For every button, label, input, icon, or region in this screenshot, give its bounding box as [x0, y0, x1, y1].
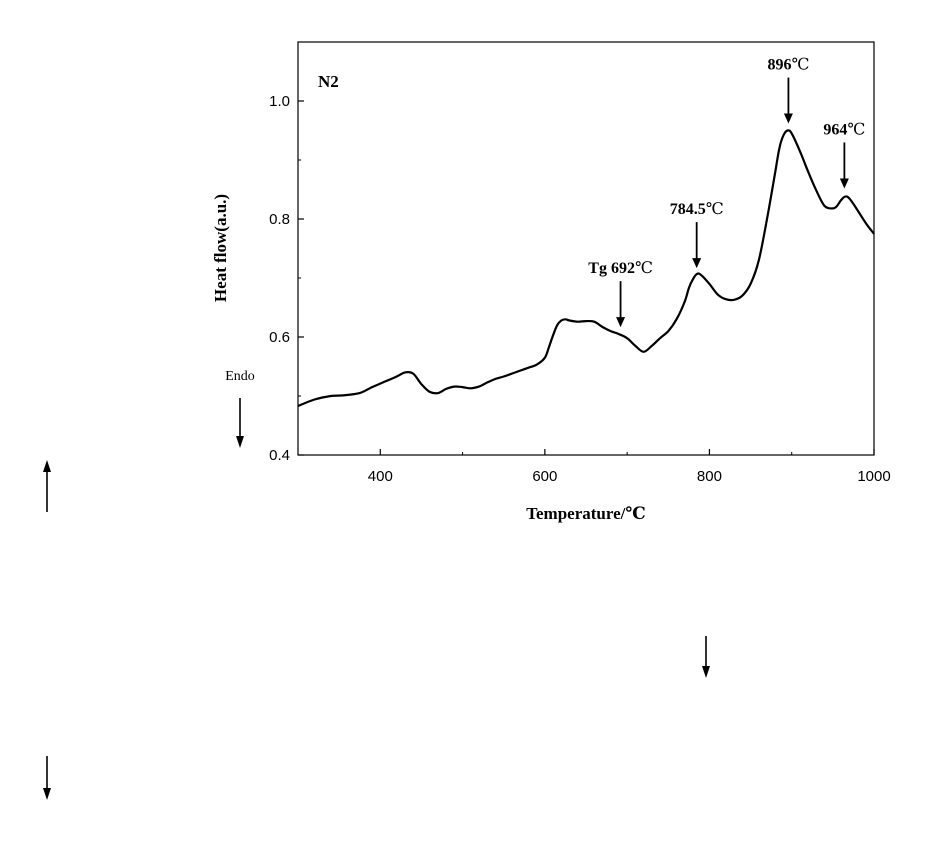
annotation-label: Tg 692℃ [588, 260, 653, 277]
y-tick-label: 0.8 [269, 211, 290, 228]
y-tick-label: 1.0 [269, 93, 290, 110]
endo-label: Endo [225, 369, 255, 384]
annotation-arrow-head [616, 317, 626, 328]
heat-flow-curve [297, 129, 875, 408]
x-tick-label: 800 [697, 468, 722, 485]
y-axis-ticks: 0.4 0.6 0.8 1.0 [269, 41, 304, 464]
annotation-arrow-head [783, 113, 793, 124]
annotation-arrow-head [692, 258, 702, 269]
endo-arrow [236, 398, 244, 448]
peak-annotations: Tg 692℃ 784.5℃ 896℃ 964℃ [588, 57, 865, 328]
annotation-label: 964℃ [823, 121, 865, 138]
x-axis-label: Temperature/℃ [526, 504, 646, 523]
stray-arrow-down-left [43, 756, 51, 800]
stray-arrow-down-center [702, 636, 710, 678]
annotation-label: 784.5℃ [670, 201, 724, 218]
y-tick-label: 0.4 [269, 447, 290, 464]
stray-arrow-up-left [43, 460, 51, 512]
x-tick-label: 400 [368, 468, 393, 485]
y-axis-label: Heat flow(a.u.) [211, 194, 230, 302]
panel-label: N2 [318, 72, 339, 91]
annotation-arrow-head [839, 178, 849, 189]
annotation-label: 896℃ [767, 57, 809, 74]
x-tick-label: 600 [532, 468, 557, 485]
plot-frame [297, 41, 875, 456]
y-tick-label: 0.6 [269, 329, 290, 346]
x-axis-ticks: 400 600 800 1000 [297, 449, 891, 485]
x-tick-label: 1000 [857, 468, 890, 485]
